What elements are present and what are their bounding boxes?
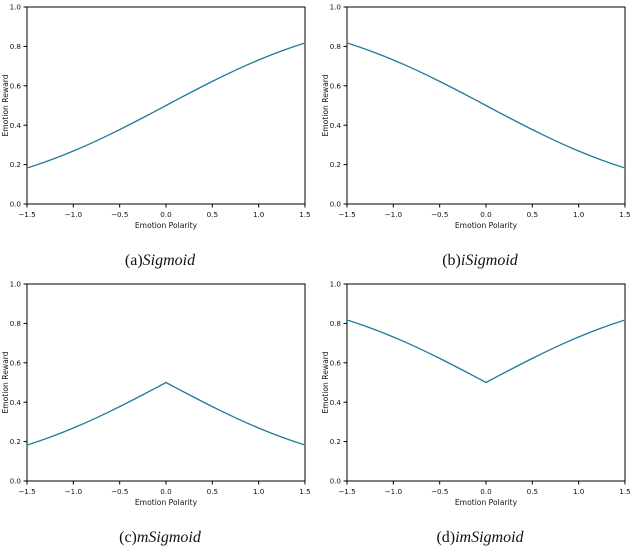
x-tick-label: 0.0 bbox=[480, 487, 492, 496]
caption-name: Sigmoid bbox=[142, 252, 196, 269]
series-line bbox=[26, 381, 306, 446]
subplot-caption-a: (a)Sigmoid bbox=[0, 252, 320, 270]
y-tick-label: 0.2 bbox=[10, 437, 21, 446]
y-tick-label: 0.8 bbox=[10, 319, 22, 328]
chart-imsigmoid: −1.5 −1.0 −0.5 0.0 0.5 1.0 1.5 0.0 0.2 0.4 0.6 0.8 1… bbox=[321, 280, 631, 507]
y-tick-label: 0.0 bbox=[10, 477, 22, 486]
x-tick-label: 1.5 bbox=[299, 210, 310, 219]
x-tick-label: 0.5 bbox=[527, 487, 538, 496]
y-tick-label: 1.0 bbox=[10, 280, 22, 289]
chart-isigmoid: −1.5 −1.0 −0.5 0.0 0.5 1.0 1.5 0.0 0.2 0.4 0.6 0.8 1… bbox=[321, 3, 631, 230]
x-tick-label: −1.5 bbox=[18, 210, 35, 219]
x-tick-label: −1.0 bbox=[65, 487, 83, 496]
y-tick-label: 1.0 bbox=[10, 3, 22, 12]
y-tick-label: 0.4 bbox=[330, 398, 342, 407]
x-tick-label: −1.0 bbox=[385, 210, 403, 219]
series-line bbox=[26, 42, 306, 169]
y-tick-label: 0.0 bbox=[330, 200, 342, 209]
y-tick-label: 0.0 bbox=[330, 477, 342, 486]
series-line bbox=[346, 319, 626, 384]
x-tick-label: −1.5 bbox=[338, 487, 355, 496]
y-tick-label: 0.2 bbox=[10, 160, 21, 169]
x-axis-label: Emotion Polarity bbox=[455, 221, 518, 230]
x-tick-label: 1.0 bbox=[573, 210, 585, 219]
x-tick-label: −1.0 bbox=[65, 210, 83, 219]
x-tick-label: −1.0 bbox=[385, 487, 403, 496]
x-tick-label: 1.5 bbox=[299, 487, 310, 496]
y-tick-label: 0.6 bbox=[330, 81, 342, 90]
y-axis-label: Emotion Reward bbox=[1, 351, 10, 413]
y-tick-label: 0.6 bbox=[10, 358, 22, 367]
x-axis-label: Emotion Polarity bbox=[135, 498, 198, 507]
x-tick-label: 1.5 bbox=[619, 487, 630, 496]
chart-msigmoid: −1.5 −1.0 −0.5 0.0 0.5 1.0 1.5 0.0 0.2 0.4 0.6 0.8 1… bbox=[1, 280, 311, 507]
x-tick-label: 0.0 bbox=[160, 210, 172, 219]
y-tick-label: 0.8 bbox=[330, 319, 342, 328]
x-tick-label: 0.0 bbox=[160, 487, 172, 496]
x-tick-label: −1.5 bbox=[18, 487, 35, 496]
x-tick-label: 1.0 bbox=[573, 487, 585, 496]
caption-prefix: (b) bbox=[442, 252, 461, 269]
y-tick-label: 0.2 bbox=[330, 160, 341, 169]
x-tick-label: 0.5 bbox=[207, 487, 218, 496]
x-tick-label: 0.0 bbox=[480, 210, 492, 219]
subplot-msigmoid: −1.5 −1.0 −0.5 0.0 0.5 1.0 1.5 0.0 0.2 0.4 0.6 0.8 1… bbox=[0, 277, 320, 554]
x-tick-label: −0.5 bbox=[111, 210, 128, 219]
y-axis-label: Emotion Reward bbox=[321, 351, 330, 413]
x-tick-label: 1.5 bbox=[619, 210, 630, 219]
x-tick-label: 0.5 bbox=[207, 210, 218, 219]
subplot-caption-c: (c)mSigmoid bbox=[0, 529, 320, 547]
caption-prefix: (d) bbox=[436, 529, 456, 546]
x-tick-label: 0.5 bbox=[527, 210, 538, 219]
subplot-caption-d: (d)imSigmoid bbox=[320, 529, 640, 547]
caption-prefix: (a) bbox=[124, 252, 143, 269]
x-tick-label: −0.5 bbox=[111, 487, 128, 496]
x-tick-label: 1.0 bbox=[253, 210, 265, 219]
y-tick-label: 0.6 bbox=[10, 81, 22, 90]
caption-name: iSigmoid bbox=[460, 252, 518, 269]
y-tick-label: 0.4 bbox=[10, 121, 22, 130]
y-tick-label: 0.6 bbox=[330, 358, 342, 367]
y-axis-label: Emotion Reward bbox=[1, 74, 10, 136]
caption-name: imSigmoid bbox=[455, 529, 524, 546]
y-tick-label: 1.0 bbox=[330, 280, 342, 289]
x-tick-label: −0.5 bbox=[431, 210, 448, 219]
subplot-isigmoid: −1.5 −1.0 −0.5 0.0 0.5 1.0 1.5 0.0 0.2 0.4 0.6 0.8 1… bbox=[320, 0, 640, 277]
y-axis-label: Emotion Reward bbox=[321, 74, 330, 136]
caption-prefix: (c) bbox=[119, 529, 137, 546]
x-tick-label: −1.5 bbox=[338, 210, 355, 219]
y-tick-label: 0.8 bbox=[10, 42, 22, 51]
y-tick-label: 0.0 bbox=[10, 200, 22, 209]
subplot-imsigmoid: −1.5 −1.0 −0.5 0.0 0.5 1.0 1.5 0.0 0.2 0.4 0.6 0.8 1… bbox=[320, 277, 640, 554]
y-tick-label: 0.8 bbox=[330, 42, 342, 51]
y-tick-label: 1.0 bbox=[330, 3, 342, 12]
y-tick-label: 0.4 bbox=[10, 398, 22, 407]
x-axis-label: Emotion Polarity bbox=[455, 498, 518, 507]
subplot-sigmoid: −1.5 −1.0 −0.5 0.0 0.5 1.0 1.5 0.0 0.2 0.4 0.6 0.8 1… bbox=[0, 0, 320, 277]
caption-name: mSigmoid bbox=[136, 529, 201, 546]
x-axis-label: Emotion Polarity bbox=[135, 221, 198, 230]
chart-sigmoid: −1.5 −1.0 −0.5 0.0 0.5 1.0 1.5 0.0 0.2 0.4 0.6 0.8 1… bbox=[1, 3, 311, 230]
y-tick-label: 0.4 bbox=[330, 121, 342, 130]
y-tick-label: 0.2 bbox=[330, 437, 341, 446]
x-tick-label: −0.5 bbox=[431, 487, 448, 496]
x-tick-label: 1.0 bbox=[253, 487, 265, 496]
subplot-caption-b: (b)iSigmoid bbox=[320, 252, 640, 270]
series-line bbox=[346, 42, 626, 169]
